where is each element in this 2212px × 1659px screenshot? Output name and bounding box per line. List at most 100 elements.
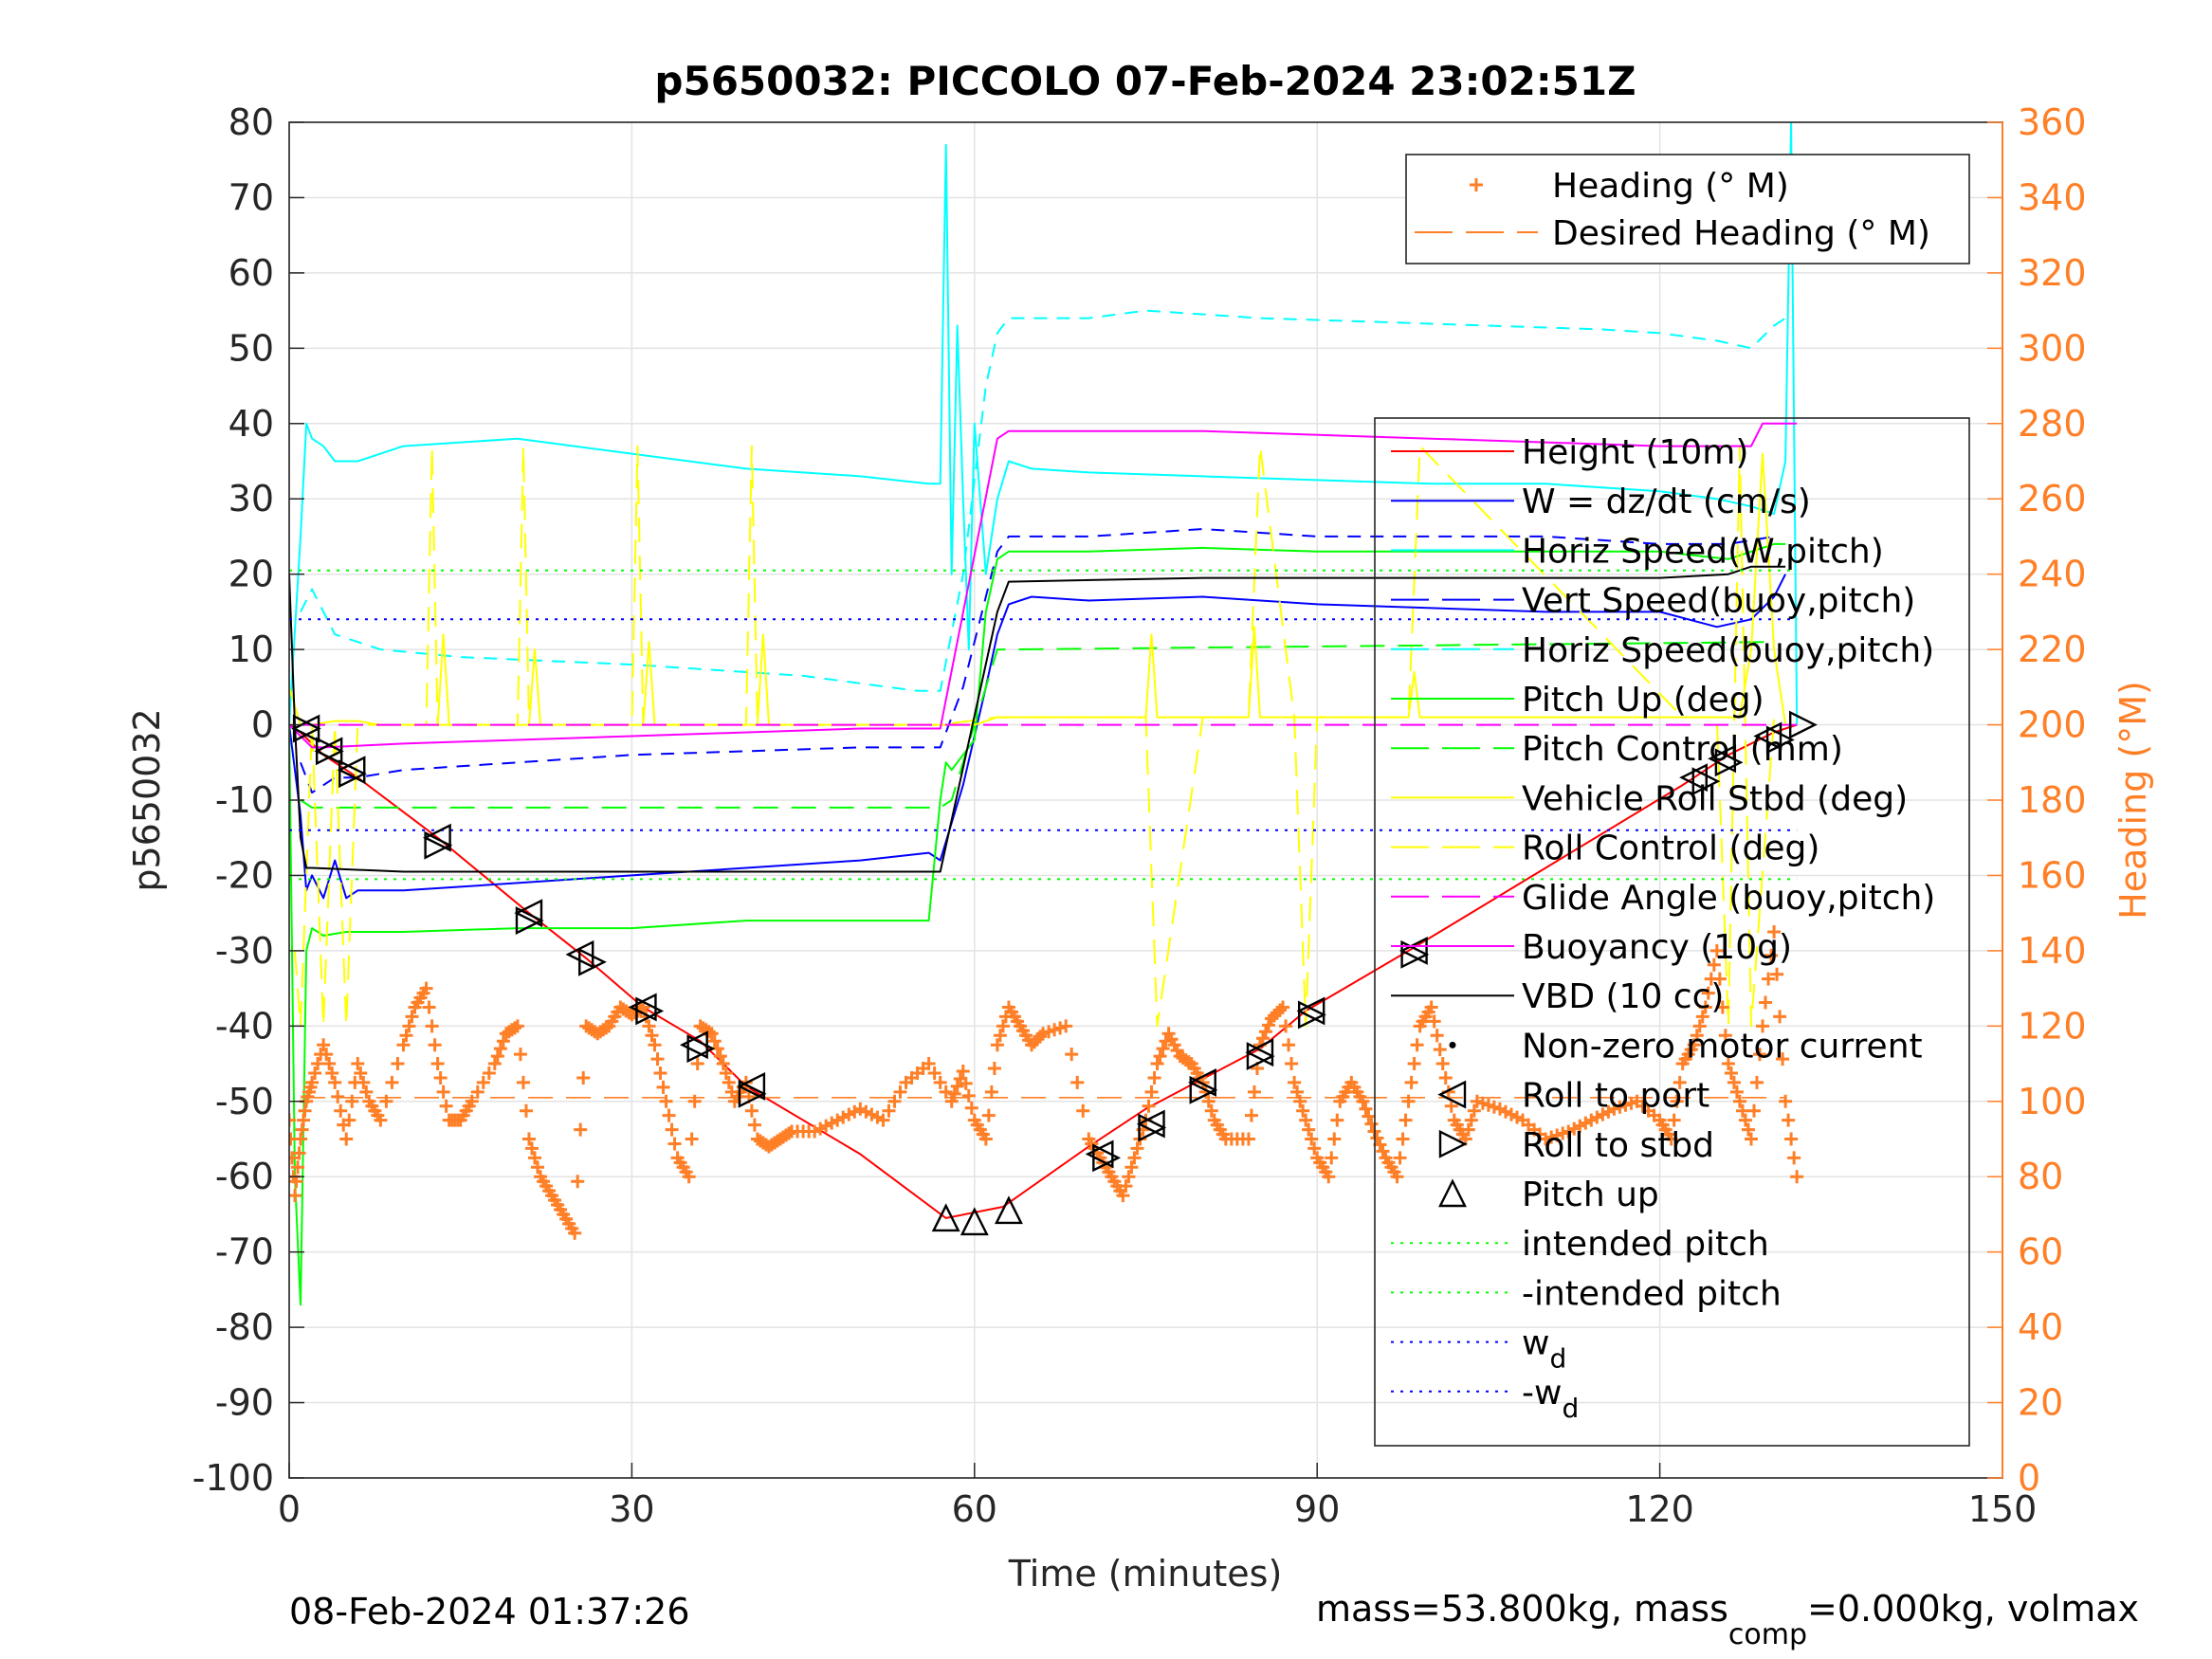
heading-point — [1407, 1057, 1421, 1071]
series-line-10 — [289, 422, 1798, 749]
roll-to-stbd-marker — [1297, 1000, 1326, 1030]
heading-point — [1738, 1113, 1752, 1127]
heading-point — [493, 1042, 507, 1056]
heading-point — [339, 1132, 354, 1146]
y2-tick-label: 160 — [2018, 854, 2087, 896]
heading-point — [950, 1079, 964, 1093]
heading-point — [1707, 957, 1721, 972]
legend-label-text: Non-zero motor current — [1522, 1027, 1923, 1066]
y-tick-label: 80 — [229, 101, 274, 143]
heading-point — [292, 1146, 306, 1160]
y-tick-label: 40 — [229, 403, 274, 445]
roll-to-port-marker — [737, 1071, 766, 1101]
y2-tick-label: 20 — [2018, 1382, 2063, 1424]
series-line-4 — [300, 309, 1786, 692]
y2-tick-label: 300 — [2018, 327, 2087, 369]
heading-point — [322, 1057, 337, 1071]
heading-point — [295, 1122, 309, 1137]
legend-label-text: W = dz/dt (cm/s) — [1522, 483, 1811, 521]
y-tick-label: -80 — [215, 1306, 274, 1348]
legend-swatch — [1470, 178, 1483, 191]
heading-point — [656, 1080, 670, 1094]
pitch-up-marker — [994, 1195, 1023, 1225]
series-line-0 — [289, 723, 1798, 1219]
legend-label: Buoyancy (10g) — [1522, 928, 1792, 967]
y-tick-label: 20 — [229, 554, 274, 595]
heading-point — [1276, 1000, 1290, 1014]
heading-point — [291, 1160, 305, 1175]
roll-to-port-marker — [422, 823, 451, 852]
heading-point — [645, 1029, 659, 1043]
heading-point — [964, 1101, 978, 1115]
legend-label: Pitch Up (deg) — [1522, 681, 1764, 720]
roll-to-stbd-marker — [338, 759, 367, 789]
heading-point — [289, 1189, 302, 1203]
legend-label-text: Pitch up — [1522, 1176, 1659, 1214]
heading-point — [1376, 1144, 1390, 1158]
heading-point — [744, 1103, 759, 1118]
heading-point — [1690, 1029, 1704, 1043]
heading-point — [487, 1057, 502, 1071]
legend-swatch — [1449, 1041, 1456, 1048]
y2-axis-label: Heading (°M) — [2112, 681, 2154, 920]
heading-point — [1330, 1113, 1344, 1127]
y2-tick-label: 140 — [2018, 930, 2087, 972]
series-line-6 — [300, 641, 1775, 809]
roll-to-port-marker — [1188, 1067, 1216, 1097]
heading-point — [396, 1038, 411, 1052]
heading-point — [391, 1057, 405, 1071]
heading-point — [374, 1113, 388, 1127]
heading-point — [1153, 1049, 1167, 1064]
y-tick-label: 60 — [229, 252, 274, 294]
heading-point — [1767, 925, 1782, 939]
legend-label-text: Roll to port — [1522, 1077, 1709, 1116]
footer-mass-a: mass=53.800kg, mass — [1316, 1588, 1728, 1630]
heading-point — [1770, 967, 1784, 981]
legend-label: Horiz Speed(buoy,pitch) — [1522, 631, 1934, 670]
heading-point — [402, 1019, 416, 1033]
heading-point — [359, 1085, 374, 1099]
heading-point — [289, 1151, 300, 1165]
heading-point — [1698, 1000, 1712, 1014]
heading-point — [1467, 1103, 1481, 1118]
roll-to-port-marker — [337, 756, 366, 785]
legend-swatch — [1438, 1178, 1467, 1208]
heading-point — [1673, 1075, 1687, 1089]
x-tick-label: 120 — [1625, 1488, 1694, 1530]
footer-mass-sub: comp — [1728, 1618, 1807, 1651]
heading-point — [1433, 1043, 1447, 1057]
heading-point — [1701, 986, 1715, 1000]
heading-point — [1262, 1018, 1275, 1032]
heading-point — [571, 1175, 585, 1189]
heading-point — [1773, 1010, 1787, 1024]
heading-point — [1273, 1003, 1288, 1017]
heading-point — [1762, 972, 1776, 986]
legend-label-text: Pitch Up (deg) — [1522, 681, 1764, 720]
legend-label: Horiz Speed(W,pitch) — [1522, 532, 1884, 571]
heading-point — [516, 1075, 530, 1089]
heading-point — [399, 1029, 413, 1043]
heading-point — [956, 1065, 970, 1078]
heading-point — [1664, 1132, 1678, 1146]
heading-point — [650, 1052, 665, 1066]
heading-point — [1438, 1070, 1453, 1085]
y2-tick-label: 260 — [2018, 478, 2087, 520]
y2-tick-label: 80 — [2018, 1156, 2063, 1197]
heading-point — [496, 1034, 510, 1048]
legend-label-text: Horiz Speed(W,pitch) — [1522, 532, 1884, 571]
heading-point — [1401, 1094, 1416, 1108]
y2-tick-label: 220 — [2018, 629, 2087, 670]
heading-point — [978, 1132, 993, 1146]
heading-point — [1776, 1052, 1790, 1066]
heading-point — [524, 1141, 539, 1156]
heading-point — [1461, 1122, 1475, 1137]
heading-point — [685, 1132, 699, 1146]
heading-point — [1464, 1113, 1478, 1127]
y-tick-label: -70 — [215, 1231, 274, 1273]
legend-label-text: Buoyancy (10g) — [1522, 928, 1792, 967]
y2-tick-label: 0 — [2018, 1457, 2040, 1499]
heading-point — [476, 1075, 490, 1089]
y2-tick-label: 40 — [2018, 1306, 2063, 1348]
legend-label-text: VBD (10 cc) — [1522, 977, 1724, 1016]
heading-point — [1732, 1094, 1746, 1108]
